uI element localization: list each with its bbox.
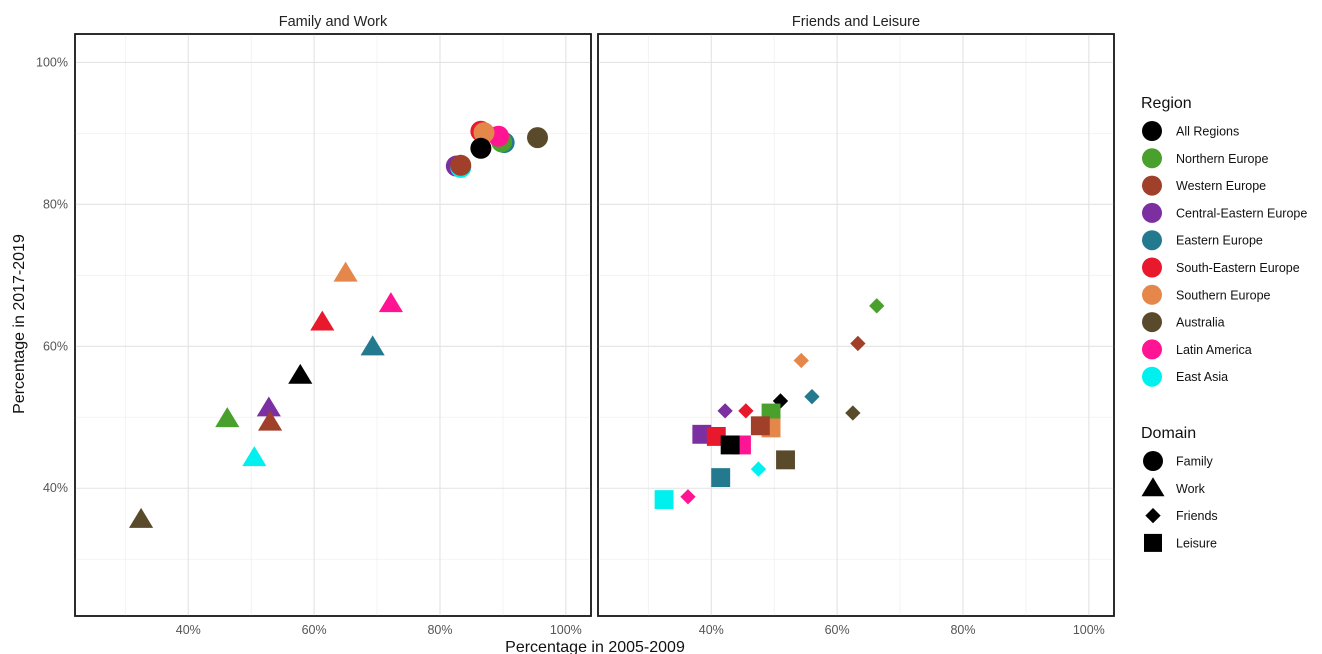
point-northern-europe-work xyxy=(215,407,240,428)
x-tick-label: 40% xyxy=(176,623,201,637)
legend-label-leisure: Leisure xyxy=(1176,536,1217,550)
point-central-eastern-europe-work xyxy=(256,396,281,417)
legend-label-australia: Australia xyxy=(1176,316,1225,330)
legend-key-work xyxy=(1141,477,1165,497)
y-tick-label: 40% xyxy=(43,481,68,495)
point-western-europe-work xyxy=(257,410,283,431)
point-all-regions-family xyxy=(470,137,492,159)
legend-key-friends xyxy=(1145,507,1161,524)
legend-key-australia xyxy=(1142,312,1162,333)
point-eastern-europe-friends xyxy=(804,389,820,405)
point-australia-family xyxy=(527,127,549,149)
point-southern-europe-family xyxy=(473,122,495,144)
panel-frame xyxy=(597,33,1115,617)
x-tick-label: 80% xyxy=(427,623,452,637)
y-tick-label: 60% xyxy=(43,339,68,353)
legend: Region All Regions Northern Europe Western… xyxy=(1141,95,1307,552)
legend-key-central-eastern-europe xyxy=(1142,202,1162,223)
x-axis-title: Percentage in 2005-2009 xyxy=(505,639,685,654)
legend-key-leisure xyxy=(1144,533,1162,552)
legend-label-east-asia: East Asia xyxy=(1176,370,1228,384)
x-tick-label: 100% xyxy=(1073,623,1105,637)
point-south-eastern-europe-work xyxy=(310,310,335,331)
legend-label-central-eastern-europe: Central-Eastern Europe xyxy=(1176,206,1307,220)
legend-key-western-europe xyxy=(1142,175,1162,196)
panel-family-and-work: Family and Work 40% 60% 80% 100% 40% 60% 80% 100… xyxy=(36,14,592,637)
point-east-asia-friends xyxy=(750,461,767,477)
chart-panels: Family and Work 40% 60% 80% 100% 40% 60% 80% 100… xyxy=(36,14,1115,637)
x-tick-label: 60% xyxy=(825,623,850,637)
point-central-eastern-europe-leisure xyxy=(692,424,712,444)
x-tick-label: 100% xyxy=(550,623,582,637)
point-eastern-europe-work xyxy=(360,335,385,356)
point-latin-america-friends xyxy=(680,489,696,505)
legend-key-southern-europe xyxy=(1142,284,1162,305)
legend-key-northern-europe xyxy=(1142,148,1162,169)
point-western-europe-leisure xyxy=(750,416,770,436)
panel-friends-and-leisure: Friends and Leisure 40% 60% 80% 100% xyxy=(597,14,1115,637)
x-tick-label: 80% xyxy=(950,623,975,637)
legend-label-friends: Friends xyxy=(1176,509,1218,523)
point-australia-work xyxy=(128,507,154,528)
point-all-regions-leisure xyxy=(720,435,740,455)
legend-domain-title: Domain xyxy=(1141,425,1196,442)
point-australia-friends xyxy=(845,405,861,421)
panel-frame xyxy=(74,33,592,617)
point-southern-europe-work xyxy=(333,261,358,282)
point-east-asia-work xyxy=(242,446,267,467)
x-tick-label: 60% xyxy=(302,623,327,637)
legend-label-latin-america: Latin America xyxy=(1176,343,1252,357)
legend-key-south-eastern-europe xyxy=(1142,257,1162,278)
point-southern-europe-friends xyxy=(793,352,809,369)
legend-key-eastern-europe xyxy=(1142,230,1162,251)
legend-label-all-regions: All Regions xyxy=(1176,125,1239,139)
legend-key-latin-america xyxy=(1142,339,1162,360)
legend-label-northern-europe: Northern Europe xyxy=(1176,152,1268,166)
panel-title: Family and Work xyxy=(279,14,388,30)
legend-key-east-asia xyxy=(1142,366,1162,387)
point-western-europe-family xyxy=(450,154,472,176)
point-south-eastern-europe-friends xyxy=(738,403,754,419)
point-latin-america-work xyxy=(378,292,403,313)
legend-domain-entries: Family Work Friends Leisure xyxy=(1141,451,1218,552)
point-eastern-europe-leisure xyxy=(711,468,731,488)
point-australia-leisure xyxy=(776,450,795,470)
panel-title: Friends and Leisure xyxy=(792,14,920,30)
legend-key-family xyxy=(1143,451,1163,471)
x-tick-label: 40% xyxy=(699,623,724,637)
y-tick-label: 100% xyxy=(36,55,68,69)
point-all-regions-work xyxy=(288,363,313,384)
point-central-eastern-europe-friends xyxy=(717,403,733,419)
legend-label-southern-europe: Southern Europe xyxy=(1176,288,1271,302)
point-east-asia-leisure xyxy=(654,490,674,510)
point-northern-europe-friends xyxy=(869,298,885,314)
legend-label-south-eastern-europe: South-Eastern Europe xyxy=(1176,261,1300,275)
legend-label-family: Family xyxy=(1176,455,1214,469)
panel-border xyxy=(597,33,1115,617)
y-axis-title: Percentage in 2017-2019 xyxy=(11,234,28,414)
legend-key-all-regions xyxy=(1142,121,1162,141)
legend-region-title: Region xyxy=(1141,95,1192,112)
legend-label-western-europe: Western Europe xyxy=(1176,179,1266,193)
panel-border xyxy=(74,33,592,617)
point-western-europe-friends xyxy=(850,335,866,352)
y-tick-label: 80% xyxy=(43,197,68,211)
legend-label-work: Work xyxy=(1176,482,1206,496)
legend-region-entries: All Regions Northern Europe Western Europe… xyxy=(1142,121,1307,387)
legend-label-eastern-europe: Eastern Europe xyxy=(1176,234,1263,248)
